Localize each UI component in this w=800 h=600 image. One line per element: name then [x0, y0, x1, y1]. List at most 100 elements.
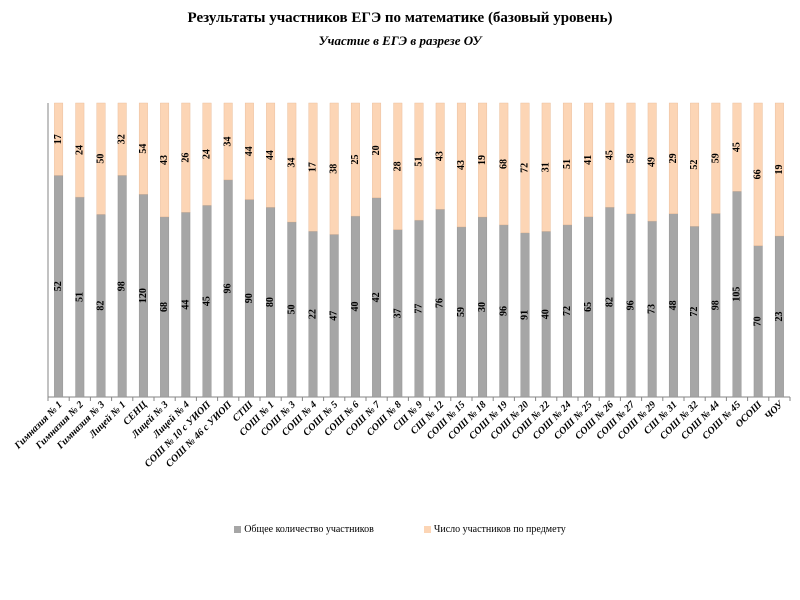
data-label-subject: 58 [626, 153, 637, 163]
bar-subject [456, 102, 466, 228]
bar-subject [520, 102, 530, 234]
data-label-subject: 44 [244, 146, 255, 156]
data-label-total: 52 [53, 281, 64, 291]
data-label-total: 105 [732, 287, 743, 302]
bar-subject [499, 102, 509, 226]
bar-subject [308, 102, 318, 232]
data-label-subject: 43 [159, 155, 170, 165]
data-label-subject: 43 [435, 151, 446, 161]
data-label-subject: 45 [732, 142, 743, 152]
legend-swatch-subject [423, 526, 431, 533]
data-label-total: 30 [477, 302, 488, 312]
bar-subject [160, 102, 170, 218]
data-label-total: 70 [753, 316, 764, 326]
data-label-subject: 51 [562, 159, 573, 169]
data-label-subject: 20 [371, 145, 382, 155]
data-label-subject: 32 [117, 134, 128, 144]
data-label-subject: 54 [138, 144, 149, 154]
data-label-total: 42 [371, 292, 382, 302]
legend-item-total: Общее количество участников [234, 524, 374, 535]
legend-swatch-total [234, 526, 242, 533]
bar-subject [562, 102, 572, 226]
data-label-subject: 38 [329, 164, 340, 174]
data-label-subject: 26 [180, 153, 191, 163]
bar-subject [181, 102, 191, 213]
data-label-subject: 34 [286, 158, 297, 168]
legend-label-subject: Число участников по предмету [433, 524, 566, 535]
bar-subject [393, 102, 403, 230]
data-label-total: 96 [626, 300, 637, 310]
bar-subject [54, 102, 64, 176]
data-label-subject: 50 [96, 154, 107, 164]
data-label-total: 72 [689, 307, 700, 317]
data-label-subject: 28 [392, 161, 403, 171]
bar-subject [372, 102, 382, 199]
bar-subject [690, 102, 700, 227]
data-label-subject: 19 [774, 165, 785, 175]
legend-item-subject: Число участников по предмету [423, 524, 566, 535]
bar-subject [753, 102, 763, 246]
data-label-total: 23 [774, 312, 785, 322]
bar-subject [626, 102, 636, 214]
data-label-total: 68 [159, 302, 170, 312]
data-label-total: 48 [668, 300, 679, 310]
data-label-total: 91 [520, 310, 531, 320]
bar-subject [329, 102, 339, 235]
data-label-total: 65 [583, 302, 594, 312]
data-label-subject: 41 [583, 155, 594, 165]
data-label-total: 44 [180, 300, 191, 310]
data-label-total: 22 [308, 309, 319, 319]
data-label-total: 96 [223, 283, 234, 293]
data-label-total: 73 [647, 304, 658, 314]
data-label-total: 40 [350, 302, 361, 312]
bar-subject [584, 102, 594, 217]
bar-subject [75, 102, 85, 198]
bar-subject [244, 102, 254, 200]
data-label-total: 96 [498, 306, 509, 316]
data-label-subject: 52 [689, 160, 700, 170]
x-tick-label: ЧОУ [763, 399, 786, 422]
data-label-total: 98 [117, 281, 128, 291]
data-label-subject: 19 [477, 155, 488, 165]
bar-subject [414, 102, 424, 221]
bar-subject [266, 102, 276, 208]
legend: Общее количество участников Число участн… [0, 524, 800, 535]
bar-subject [138, 102, 148, 195]
data-label-total: 76 [435, 298, 446, 308]
data-label-total: 98 [710, 300, 721, 310]
chart-subtitle: Участие в ЕГЭ в разрезе ОУ [318, 33, 482, 48]
data-label-total: 51 [74, 292, 85, 302]
data-label-total: 50 [286, 305, 297, 315]
data-label-total: 82 [604, 297, 615, 307]
data-label-total: 80 [265, 297, 276, 307]
bar-subject [605, 102, 615, 208]
data-label-subject: 72 [520, 163, 531, 173]
bar-subject [541, 102, 551, 232]
legend-label-total: Общее количество участников [244, 524, 374, 535]
data-label-subject: 24 [202, 149, 213, 159]
bar-subject [668, 102, 678, 214]
chart-title: Результаты участников ЕГЭ по математике … [187, 10, 613, 26]
data-label-subject: 34 [223, 136, 234, 146]
data-label-subject: 68 [498, 159, 509, 169]
data-label-subject: 43 [456, 160, 467, 170]
bar-subject [96, 102, 106, 215]
data-label-subject: 44 [265, 150, 276, 160]
data-label-total: 82 [96, 301, 107, 311]
data-label-total: 37 [392, 308, 403, 318]
data-label-subject: 49 [647, 157, 658, 167]
data-label-subject: 45 [604, 150, 615, 160]
bar-subject [117, 102, 127, 176]
data-label-total: 72 [562, 306, 573, 316]
data-label-subject: 17 [53, 134, 64, 144]
data-label-total: 90 [244, 293, 255, 303]
bar-subject [435, 102, 445, 210]
bar-subject [202, 102, 212, 206]
data-label-subject: 29 [668, 153, 679, 163]
data-label-total: 59 [456, 307, 467, 317]
data-label-subject: 24 [74, 145, 85, 155]
bar-subject [287, 102, 297, 223]
bar-subject [350, 102, 360, 217]
data-label-total: 40 [541, 309, 552, 319]
